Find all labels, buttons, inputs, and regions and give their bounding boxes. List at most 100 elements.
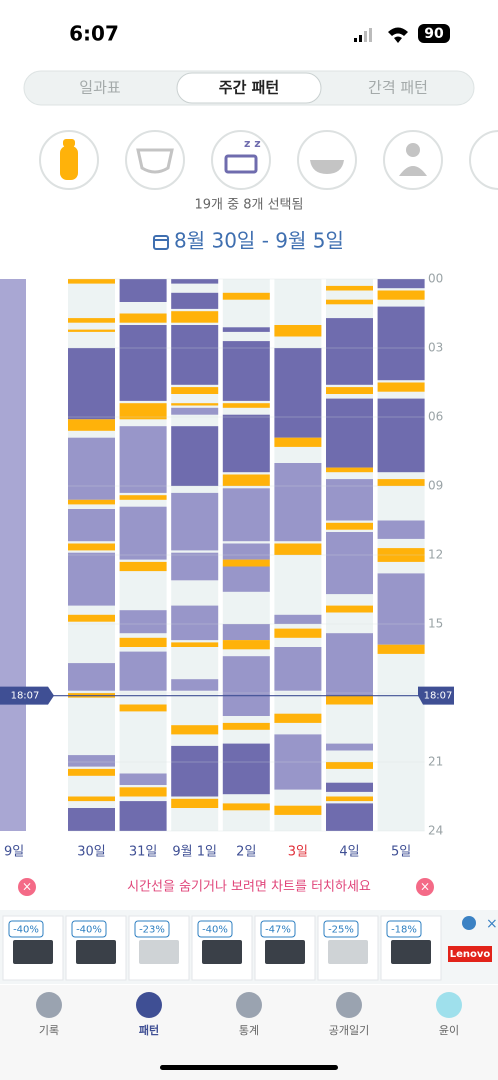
- discount: -40%: [202, 925, 228, 936]
- nav-icon[interactable]: [236, 992, 262, 1018]
- icon-sleep[interactable]: [211, 130, 271, 190]
- time-block: [377, 479, 425, 486]
- home-indicator: [160, 1065, 338, 1070]
- discount-box: [71, 920, 107, 938]
- time-block: [68, 318, 115, 323]
- now-tag: [0, 686, 54, 705]
- icon-more[interactable]: [469, 130, 498, 190]
- icon-diaper[interactable]: [125, 130, 185, 190]
- nav-icon[interactable]: [436, 992, 462, 1018]
- time-block: [326, 479, 373, 521]
- time-block: [326, 743, 373, 751]
- tab[interactable]: 주간 패턴: [219, 79, 279, 97]
- time-block: [222, 327, 270, 332]
- battery: [418, 24, 450, 43]
- nav-label[interactable]: 윤이: [439, 1024, 459, 1037]
- discount-box: [323, 920, 359, 938]
- nav-icon[interactable]: [336, 992, 362, 1018]
- calendar-icon: [153, 235, 169, 250]
- filter-icons: z z: [39, 130, 498, 190]
- time-block: [119, 704, 167, 712]
- time-block: [171, 642, 219, 647]
- day-label: 5일: [391, 845, 411, 860]
- discount: -25%: [328, 925, 354, 936]
- time-block: [274, 348, 322, 438]
- time-block: [274, 325, 322, 337]
- time-block: [326, 318, 373, 385]
- time-block: [222, 292, 270, 300]
- nav-label[interactable]: 기록: [39, 1024, 59, 1037]
- time-block: [222, 488, 270, 542]
- time-block: [274, 614, 322, 624]
- time-block: [326, 796, 373, 802]
- time-block: [68, 437, 115, 500]
- discount-box: [8, 920, 44, 938]
- crib: [224, 154, 258, 174]
- day-label: 2일: [236, 845, 256, 860]
- y-tick-label: 12: [428, 548, 443, 562]
- discount: -40%: [13, 925, 39, 936]
- time-block: [274, 628, 322, 638]
- diaper: [136, 148, 174, 174]
- time-block: [68, 755, 115, 767]
- time-block: [274, 713, 322, 723]
- time-block: [171, 387, 219, 394]
- y-tick-label: 09: [428, 479, 443, 493]
- ad-info[interactable]: [462, 916, 476, 930]
- date-range[interactable]: 8월 30일 - 9월 5일: [174, 229, 344, 253]
- nav-label[interactable]: 통계: [239, 1024, 259, 1037]
- time-block: [222, 559, 270, 567]
- ad-brand: Lenovo: [450, 949, 491, 960]
- day-label: 30일: [77, 845, 106, 860]
- hint-close-right[interactable]: [416, 878, 434, 896]
- time-block: [119, 561, 167, 572]
- time-block: [68, 329, 115, 332]
- time-block: [377, 644, 425, 654]
- status-time: 6:07: [69, 22, 119, 46]
- hint-close-left[interactable]: [18, 878, 36, 896]
- time-block: [377, 520, 425, 539]
- tab-selected-bg: [176, 72, 322, 104]
- y-tick-label: 21: [428, 755, 443, 769]
- nav-icon[interactable]: [36, 992, 62, 1018]
- time-block: [326, 782, 373, 792]
- time-block: [68, 279, 115, 284]
- time-block: [119, 426, 167, 493]
- time-block: [326, 398, 373, 468]
- ad-close[interactable]: ×: [486, 916, 498, 932]
- tab[interactable]: 일과표: [79, 79, 121, 97]
- time-block: [68, 499, 115, 505]
- time-block: [119, 403, 167, 420]
- time-block: [326, 762, 373, 769]
- time-block: [377, 279, 425, 289]
- time-block: [68, 348, 115, 420]
- product: [328, 940, 368, 964]
- time-block: [377, 398, 425, 473]
- close-x: ×: [22, 880, 32, 894]
- time-block: [326, 633, 373, 696]
- time-block: [119, 787, 167, 797]
- time-block: [222, 474, 270, 486]
- time-block: [171, 745, 219, 797]
- product: [139, 940, 179, 964]
- time-block: [68, 768, 115, 776]
- time-block: [326, 532, 373, 595]
- product: [391, 940, 431, 964]
- nav-icon[interactable]: [136, 992, 162, 1018]
- y-tick-label: 24: [428, 824, 443, 838]
- time-block: [326, 387, 373, 394]
- time-block: [68, 543, 115, 551]
- tab[interactable]: 간격 패턴: [368, 79, 428, 97]
- time-block: [119, 279, 167, 302]
- time-block: [274, 463, 322, 542]
- icon-hold[interactable]: [383, 130, 443, 190]
- product: [202, 940, 242, 964]
- time-block: [68, 419, 115, 431]
- discount: -18%: [391, 925, 417, 936]
- nav-label[interactable]: 패턴: [139, 1023, 159, 1037]
- time-block: [171, 426, 219, 486]
- day-label: 4일: [339, 845, 359, 860]
- time-block: [326, 695, 373, 705]
- nav-label[interactable]: 공개일기: [329, 1023, 369, 1037]
- time-block: [171, 605, 219, 641]
